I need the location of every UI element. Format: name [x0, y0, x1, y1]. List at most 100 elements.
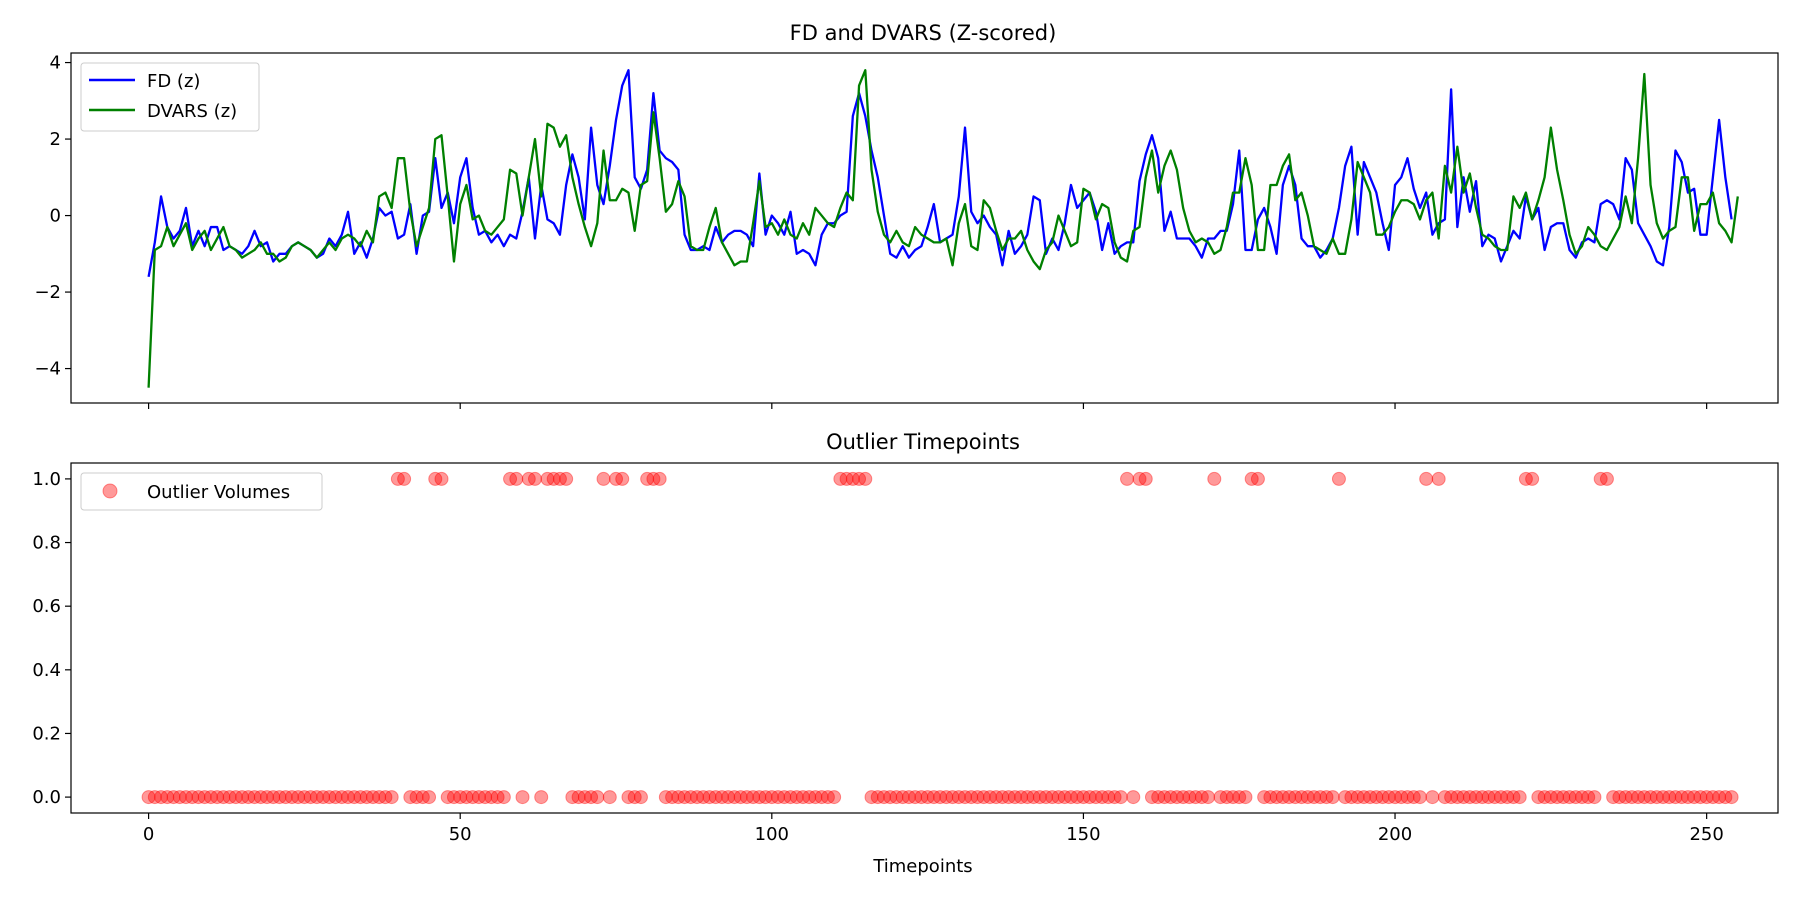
- outlier-point: [222, 790, 237, 805]
- top-ytick-label-0: −4: [34, 359, 61, 380]
- outlier-point: [1493, 790, 1508, 805]
- outlier-point: [982, 790, 997, 805]
- outlier-point: [341, 790, 356, 805]
- outlier-point: [1331, 471, 1346, 486]
- outlier-point: [609, 471, 624, 486]
- outlier-point: [764, 790, 779, 805]
- outlier-point: [453, 790, 468, 805]
- top-ytick-label-1: −2: [34, 282, 61, 303]
- outlier-point: [696, 790, 711, 805]
- outlier-point: [571, 790, 586, 805]
- top-ytick-label-2: 0: [50, 206, 61, 227]
- outlier-point: [1113, 790, 1128, 805]
- outlier-point: [1674, 790, 1689, 805]
- outlier-point: [378, 790, 393, 805]
- outlier-point: [1219, 790, 1234, 805]
- outlier-point: [384, 790, 399, 805]
- outlier-point: [1363, 790, 1378, 805]
- outlier-point: [372, 790, 387, 805]
- outlier-point: [1462, 790, 1477, 805]
- outlier-point: [228, 790, 243, 805]
- outlier-point: [1238, 790, 1253, 805]
- bottom-xtick-label-150: 150: [1066, 824, 1100, 845]
- outlier-point: [1063, 790, 1078, 805]
- outlier-point: [926, 790, 941, 805]
- outlier-point: [534, 790, 549, 805]
- outlier-point: [1269, 790, 1284, 805]
- outlier-point: [1525, 471, 1540, 486]
- outlier-point: [1350, 790, 1365, 805]
- fd-dvars-legend: FD (z) DVARS (z): [80, 62, 260, 132]
- outlier-point: [665, 790, 680, 805]
- outlier-point: [1431, 471, 1446, 486]
- outlier-point: [1194, 790, 1209, 805]
- outlier-point: [1213, 790, 1228, 805]
- outlier-point: [789, 790, 804, 805]
- outlier-point: [1144, 790, 1159, 805]
- outlier-point: [727, 790, 742, 805]
- bottom-ytick-label-1: 0.2: [32, 723, 61, 744]
- outlier-point: [933, 790, 948, 805]
- outlier-point: [1712, 790, 1727, 805]
- outlier-point: [708, 790, 723, 805]
- outlier-point: [185, 790, 200, 805]
- outlier-point: [166, 790, 181, 805]
- outlier-point: [191, 790, 206, 805]
- outlier-point: [359, 790, 374, 805]
- outlier-point: [795, 790, 810, 805]
- outlier-point: [503, 471, 518, 486]
- bottom-xtick-label-50: 50: [449, 824, 472, 845]
- outlier-point: [1275, 790, 1290, 805]
- legend-label-outlier: Outlier Volumes: [147, 482, 290, 503]
- outlier-point: [1693, 790, 1708, 805]
- top-ytick-label-3: 2: [50, 129, 61, 150]
- top-ytick-label-4: 4: [50, 53, 61, 74]
- outlier-point: [1612, 790, 1627, 805]
- outlier-point: [147, 790, 162, 805]
- outlier-point: [1338, 790, 1353, 805]
- outlier-point: [197, 790, 212, 805]
- outlier-point: [1437, 790, 1452, 805]
- outlier-point: [752, 790, 767, 805]
- outlier-point: [958, 790, 973, 805]
- outlier-point: [814, 790, 829, 805]
- outlier-point: [1319, 790, 1334, 805]
- outlier-point: [1088, 790, 1103, 805]
- outlier-legend: Outlier Volumes: [80, 472, 323, 511]
- outlier-point: [989, 790, 1004, 805]
- outlier-point: [428, 471, 443, 486]
- outlier-point: [1182, 790, 1197, 805]
- outlier-point: [1680, 790, 1695, 805]
- outlier-point: [746, 790, 761, 805]
- outlier-point: [178, 790, 193, 805]
- outlier-point: [1257, 790, 1272, 805]
- outlier-panel: Outlier Timepoints 0 50 100 150 200 250 0.0 0.2…: [32, 430, 1779, 877]
- bottom-xtick-label-200: 200: [1378, 824, 1412, 845]
- outlier-point: [1531, 790, 1546, 805]
- outlier-point: [758, 790, 773, 805]
- outlier-point: [1082, 790, 1097, 805]
- outlier-point: [1599, 471, 1614, 486]
- outlier-point: [771, 790, 786, 805]
- outlier-point: [154, 790, 169, 805]
- bottom-ytick-label-4: 0.8: [32, 533, 61, 554]
- outlier-axes-frame: [70, 462, 1779, 814]
- outlier-point: [1225, 790, 1240, 805]
- outlier-point: [1512, 790, 1527, 805]
- outlier-point: [390, 471, 405, 486]
- outlier-point: [658, 790, 673, 805]
- outlier-point: [353, 790, 368, 805]
- outlier-point: [527, 471, 542, 486]
- outlier-point: [1369, 790, 1384, 805]
- outlier-point: [141, 790, 156, 805]
- outlier-point: [739, 790, 754, 805]
- outlier-point: [203, 790, 218, 805]
- outlier-point: [1026, 790, 1041, 805]
- outlier-point: [864, 790, 879, 805]
- outlier-point: [939, 790, 954, 805]
- outlier-point: [303, 790, 318, 805]
- outlier-point: [1101, 790, 1116, 805]
- outlier-point: [1051, 790, 1066, 805]
- outlier-point: [777, 790, 792, 805]
